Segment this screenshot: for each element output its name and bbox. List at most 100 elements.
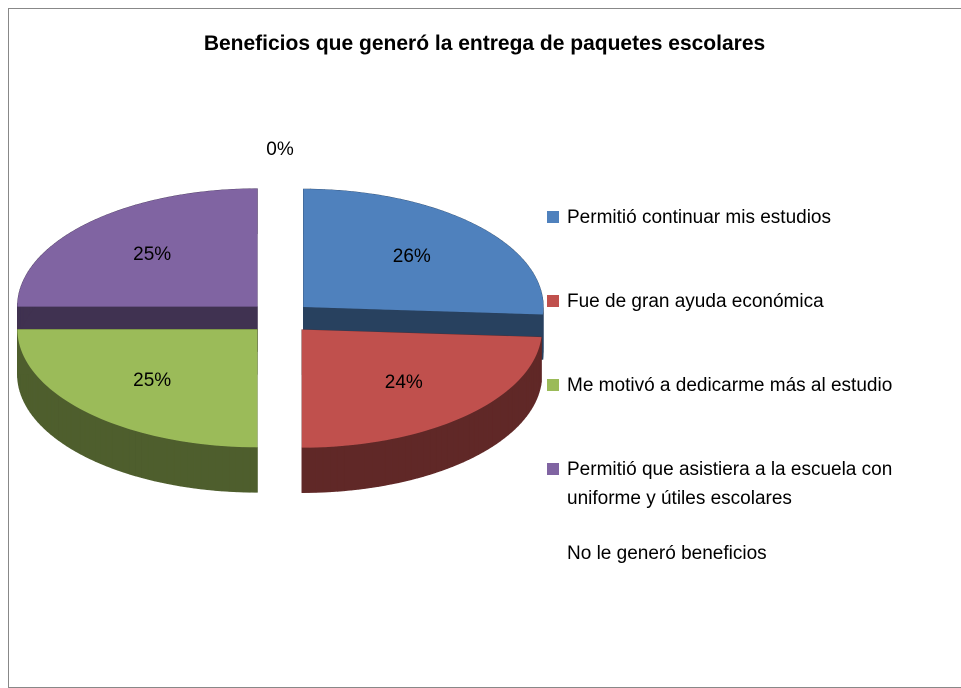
slice-side <box>351 444 358 490</box>
slice-side <box>67 401 71 449</box>
slice-side <box>508 387 512 435</box>
slice-side <box>483 404 488 452</box>
slice-side <box>123 427 129 474</box>
slice-side <box>436 426 442 473</box>
slice-side <box>201 444 208 490</box>
slice-side <box>430 428 436 475</box>
slice-side <box>398 436 404 482</box>
slice-side <box>418 431 424 478</box>
data-label: 26% <box>393 246 431 267</box>
slice-side <box>518 378 521 426</box>
legend-swatch <box>547 211 559 223</box>
slice-side <box>167 439 174 485</box>
legend-swatch <box>547 547 559 559</box>
slice-side <box>62 398 66 446</box>
slice-side <box>174 440 181 486</box>
legend-label: Permitió que asistiera a la escuela con … <box>567 459 892 509</box>
legend-label: Fue de gran ayuda económica <box>567 291 824 312</box>
slice-side <box>236 447 243 492</box>
slice-side <box>154 436 160 482</box>
slice-side <box>38 377 41 425</box>
slice-side <box>32 370 35 418</box>
slice-side <box>194 443 201 489</box>
slice-side <box>112 423 118 470</box>
slice-side <box>392 438 399 484</box>
pie-slice <box>17 329 257 492</box>
slice-side <box>208 445 215 491</box>
slice-side <box>222 446 229 491</box>
legend-item: No le generó beneficios <box>545 539 940 623</box>
slice-side <box>250 447 257 492</box>
data-label: 25% <box>133 244 171 265</box>
slice-side <box>35 374 38 422</box>
legend-item: Permitió que asistiera a la escuela con … <box>545 455 940 539</box>
slice-side <box>469 412 474 459</box>
slice-side <box>512 384 515 432</box>
slice-side <box>372 441 379 487</box>
legend-label: Me motivó a dedicarme más al estudio <box>567 375 892 396</box>
slice-side <box>515 381 518 429</box>
legend-swatch <box>547 463 559 475</box>
slice-side <box>365 443 372 489</box>
legend-label: No le generó beneficios <box>567 543 767 564</box>
slice-side <box>161 437 168 483</box>
slice-side <box>505 390 509 438</box>
slice-side <box>142 433 148 480</box>
slice-side <box>488 401 492 449</box>
slice-side <box>187 442 194 488</box>
slice-side <box>442 424 448 471</box>
slice-side <box>385 439 392 485</box>
slice-side <box>411 433 417 480</box>
slice-side <box>243 447 250 492</box>
slice-side <box>453 419 458 466</box>
data-label: 24% <box>385 372 423 393</box>
slice-side <box>344 445 351 491</box>
slice-side <box>405 435 411 482</box>
slice-side <box>447 421 453 468</box>
legend-swatch <box>547 379 559 391</box>
slice-side <box>95 416 100 463</box>
data-label: 25% <box>133 370 171 391</box>
slice-side <box>90 414 95 461</box>
slice-side <box>85 412 90 459</box>
slice-side <box>117 425 123 472</box>
slice-side <box>47 386 51 434</box>
slice-side <box>492 399 496 447</box>
slice-side <box>379 440 386 486</box>
data-label: 0% <box>266 139 294 160</box>
slice-side <box>479 407 484 455</box>
slice-side <box>51 389 55 437</box>
slice-side <box>521 374 524 422</box>
slice-side <box>71 404 76 452</box>
slice-side <box>80 409 85 457</box>
legend-label: Permitió continuar mis estudios <box>567 207 831 228</box>
slice-side <box>41 380 44 428</box>
pie-slice <box>302 330 542 493</box>
slice-side <box>215 445 222 491</box>
pie-slice <box>17 189 257 352</box>
slice-side <box>58 395 62 443</box>
slice-side <box>458 417 463 464</box>
slice-side <box>129 429 135 476</box>
legend-item: Permitió continuar mis estudios <box>545 203 940 287</box>
slice-side <box>358 444 365 490</box>
legend-swatch <box>547 295 559 307</box>
slice-side <box>181 441 188 487</box>
slice-side <box>302 448 309 493</box>
slice-side <box>501 393 505 441</box>
slice-side <box>323 447 330 492</box>
slice-side <box>229 446 236 491</box>
slice-side <box>474 409 479 457</box>
slice-side <box>44 383 47 431</box>
slice-side <box>54 392 58 440</box>
slice-side <box>148 434 154 481</box>
slice-side <box>330 446 337 491</box>
slice-side <box>529 364 531 412</box>
legend-item: Fue de gran ayuda económica <box>545 287 940 371</box>
slice-side <box>524 371 527 419</box>
slice-side <box>527 368 529 416</box>
slice-side <box>106 421 112 468</box>
slice-side <box>309 447 316 492</box>
slice-side <box>497 396 501 444</box>
